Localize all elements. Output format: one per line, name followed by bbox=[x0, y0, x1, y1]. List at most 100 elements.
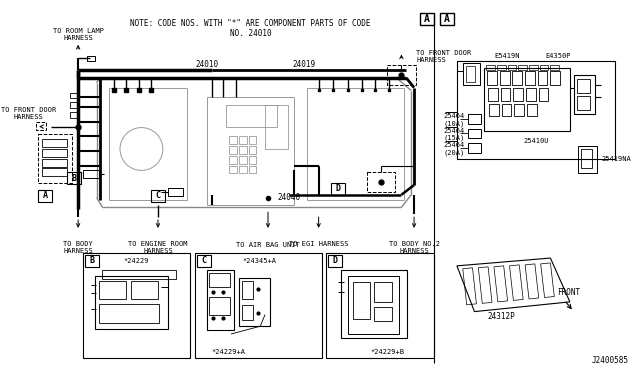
Bar bbox=[99, 282, 126, 299]
Bar bbox=[131, 282, 158, 299]
Bar bbox=[500, 71, 509, 85]
Bar bbox=[229, 136, 237, 144]
Bar bbox=[550, 71, 560, 85]
Text: C: C bbox=[156, 191, 161, 200]
Bar bbox=[99, 304, 159, 323]
Bar bbox=[540, 65, 548, 70]
Bar bbox=[463, 63, 480, 85]
Bar bbox=[513, 88, 523, 101]
Bar bbox=[248, 136, 257, 144]
Bar bbox=[42, 139, 67, 147]
Text: 25464
(20A): 25464 (20A) bbox=[444, 142, 465, 156]
Bar bbox=[42, 149, 67, 157]
Text: *24229+B: *24229+B bbox=[371, 349, 404, 355]
Text: A: A bbox=[42, 191, 47, 200]
Bar bbox=[226, 105, 276, 126]
Text: E5419N: E5419N bbox=[494, 52, 520, 58]
Text: TO AIR BAG UNIT: TO AIR BAG UNIT bbox=[236, 243, 300, 248]
Bar bbox=[229, 156, 237, 164]
Bar bbox=[440, 13, 454, 25]
Text: C: C bbox=[201, 256, 206, 266]
Bar bbox=[332, 183, 345, 195]
Bar bbox=[502, 104, 511, 116]
Bar bbox=[387, 65, 416, 85]
Bar bbox=[197, 255, 211, 267]
Text: 24010: 24010 bbox=[195, 60, 218, 69]
Text: 25464
(10A): 25464 (10A) bbox=[444, 113, 465, 126]
Bar bbox=[38, 134, 72, 183]
Text: TO FRONT DOOR
HARNESS: TO FRONT DOOR HARNESS bbox=[1, 108, 56, 121]
Bar bbox=[207, 270, 234, 330]
Bar bbox=[497, 65, 506, 70]
Bar bbox=[328, 255, 342, 267]
Text: A: A bbox=[424, 15, 429, 25]
Text: 25464
(15A): 25464 (15A) bbox=[444, 128, 465, 141]
Text: 24312P: 24312P bbox=[488, 312, 516, 321]
Bar bbox=[239, 136, 246, 144]
Bar bbox=[374, 282, 392, 302]
Bar bbox=[151, 190, 164, 202]
Bar bbox=[515, 104, 524, 116]
Text: TO ENGINE ROOM
HARNESS: TO ENGINE ROOM HARNESS bbox=[128, 241, 188, 254]
Text: D: D bbox=[335, 185, 340, 193]
Bar bbox=[525, 71, 535, 85]
Bar bbox=[42, 169, 67, 176]
Text: B: B bbox=[72, 174, 77, 183]
Bar bbox=[577, 96, 590, 110]
Bar bbox=[168, 188, 183, 196]
Bar bbox=[489, 104, 499, 116]
Bar bbox=[326, 253, 433, 358]
Bar bbox=[484, 68, 570, 131]
Text: *24345+A: *24345+A bbox=[243, 258, 276, 264]
Text: TO FRONT DOOR
HARNESS: TO FRONT DOOR HARNESS bbox=[416, 50, 471, 63]
Bar bbox=[209, 273, 230, 287]
Bar bbox=[70, 93, 78, 98]
Bar bbox=[518, 65, 527, 70]
Bar bbox=[539, 88, 548, 101]
Bar bbox=[195, 253, 321, 358]
Bar bbox=[468, 143, 481, 153]
Text: TO EGI HARNESS: TO EGI HARNESS bbox=[289, 241, 348, 247]
Bar bbox=[95, 276, 168, 329]
Text: A: A bbox=[444, 15, 450, 25]
Text: TO ROOM LAMP
HARNESS: TO ROOM LAMP HARNESS bbox=[52, 28, 104, 41]
Bar bbox=[574, 75, 595, 114]
Text: J2400585: J2400585 bbox=[591, 356, 628, 365]
Text: TO BODY
HARNESS: TO BODY HARNESS bbox=[63, 241, 93, 254]
Bar bbox=[526, 88, 536, 101]
Bar bbox=[468, 114, 481, 124]
Bar bbox=[550, 65, 559, 70]
Bar bbox=[229, 166, 237, 173]
Bar bbox=[367, 172, 395, 192]
Bar bbox=[67, 172, 81, 184]
Bar bbox=[85, 255, 99, 267]
Bar bbox=[265, 105, 289, 149]
Bar bbox=[466, 66, 476, 82]
Bar bbox=[529, 65, 538, 70]
Bar bbox=[242, 282, 253, 299]
Bar bbox=[348, 276, 399, 334]
Bar bbox=[580, 149, 592, 169]
Bar bbox=[242, 305, 253, 320]
Text: FRONT: FRONT bbox=[557, 288, 580, 296]
Bar bbox=[38, 190, 52, 202]
Bar bbox=[239, 156, 246, 164]
Bar bbox=[508, 65, 516, 70]
Text: D: D bbox=[333, 256, 338, 266]
Bar bbox=[500, 88, 511, 101]
Bar bbox=[538, 71, 547, 85]
Bar bbox=[457, 61, 614, 159]
Bar bbox=[420, 13, 433, 25]
Text: TO BODY NO.2
HARNESS: TO BODY NO.2 HARNESS bbox=[388, 241, 440, 254]
Bar bbox=[577, 79, 590, 93]
Bar bbox=[513, 71, 522, 85]
Bar bbox=[341, 270, 407, 338]
Text: B: B bbox=[89, 256, 94, 266]
Text: NOTE: CODE NOS. WITH "*" ARE COMPONENT PARTS OF CODE
NO. 24010: NOTE: CODE NOS. WITH "*" ARE COMPONENT P… bbox=[131, 19, 371, 38]
Bar bbox=[488, 88, 498, 101]
Text: *24229: *24229 bbox=[124, 258, 149, 264]
Text: *24229+A: *24229+A bbox=[212, 349, 246, 355]
Bar bbox=[239, 166, 246, 173]
Bar bbox=[209, 297, 230, 315]
Bar bbox=[239, 146, 246, 154]
